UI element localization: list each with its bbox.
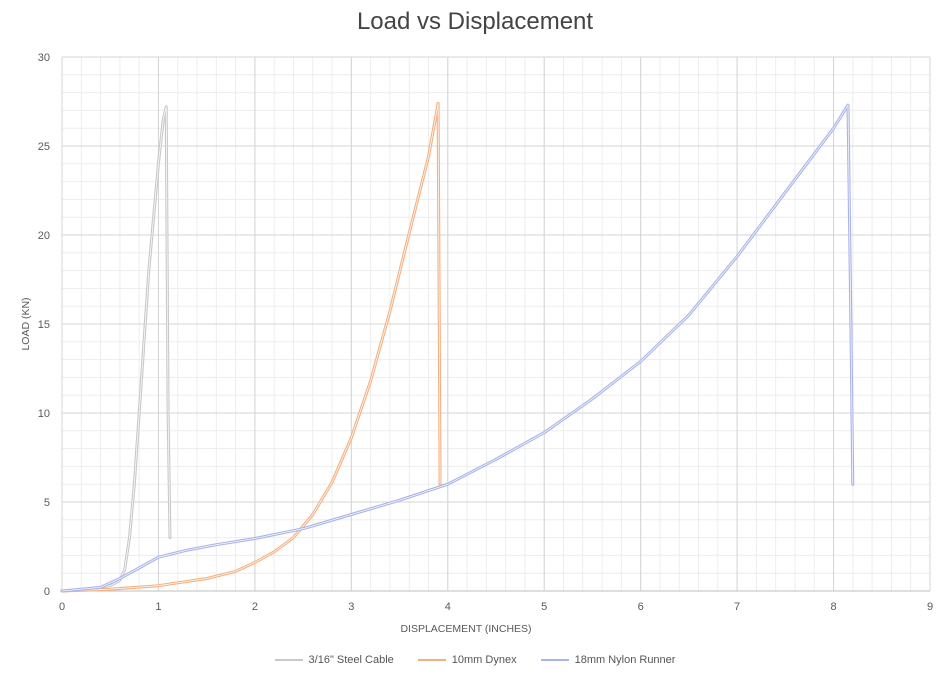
series-line-highlight-0	[61, 106, 171, 592]
chart-title: Load vs Displacement	[356, 8, 594, 35]
x-tick-label: 8	[830, 601, 836, 613]
y-tick-label: 30	[38, 52, 50, 64]
series-line-1	[60, 101, 442, 593]
legend-item: 18mm Nylon Runner	[540, 654, 676, 666]
x-tick-label: 5	[541, 601, 547, 613]
y-tick-label: 5	[44, 497, 50, 509]
series-line-highlight-1	[61, 102, 441, 592]
y-tick-label: 10	[38, 408, 50, 420]
series-line-2	[60, 103, 855, 593]
x-tick-label: 1	[155, 601, 161, 613]
x-tick-label: 2	[252, 601, 258, 613]
x-tick-label: 7	[734, 601, 740, 613]
legend-swatch	[274, 659, 303, 661]
x-axis-label: DISPLACEMENT (INCHES)	[400, 623, 531, 635]
legend-label: 10mm Dynex	[451, 654, 517, 666]
legend-swatch	[540, 659, 569, 661]
legend-swatch	[417, 659, 446, 661]
y-tick-label: 20	[38, 230, 50, 242]
y-tick-label: 25	[38, 141, 50, 153]
y-tick-label: 15	[38, 319, 50, 331]
y-tick-label: 0	[44, 586, 50, 598]
x-tick-label: 4	[445, 601, 451, 613]
x-tick-label: 3	[348, 601, 354, 613]
legend-label: 3/16" Steel Cable	[308, 654, 394, 666]
legend-item: 10mm Dynex	[417, 654, 517, 666]
legend-label: 18mm Nylon Runner	[574, 654, 676, 666]
x-tick-label: 0	[59, 601, 65, 613]
x-tick-label: 9	[927, 601, 933, 613]
series-line-0	[60, 105, 172, 593]
series-line-highlight-2	[61, 104, 854, 592]
y-axis-label: LOAD (KN)	[20, 297, 32, 350]
legend: 3/16" Steel Cable 10mm Dynex 18mm Nylon Ru…	[0, 654, 950, 666]
x-tick-label: 6	[638, 601, 644, 613]
legend-item: 3/16" Steel Cable	[274, 654, 394, 666]
